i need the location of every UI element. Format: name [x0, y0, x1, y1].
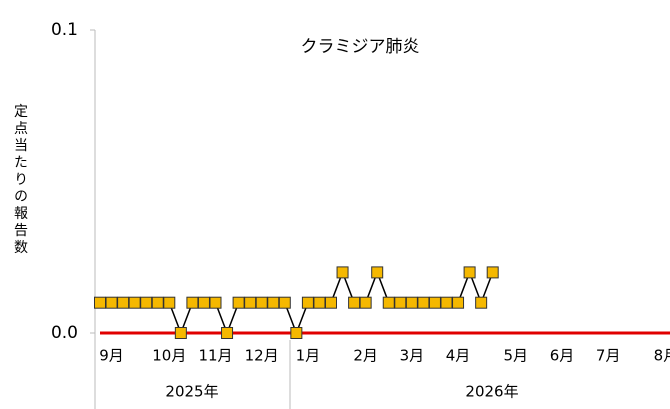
- point-marker: [278, 296, 291, 309]
- point-marker: [336, 266, 349, 279]
- point-marker: [209, 296, 222, 309]
- point-marker: [255, 296, 268, 309]
- point-marker: [440, 296, 453, 309]
- point-marker: [359, 296, 372, 309]
- point-marker: [452, 296, 465, 309]
- point-marker: [463, 266, 476, 279]
- y-tick-label: 0.1: [51, 20, 78, 40]
- point-marker: [348, 296, 361, 309]
- point-marker: [267, 296, 280, 309]
- x-tick-label: 4月: [446, 347, 471, 365]
- point-marker: [232, 296, 245, 309]
- point-marker: [197, 296, 210, 309]
- point-marker: [151, 296, 164, 309]
- point-marker: [128, 296, 141, 309]
- chart-title: クラミジア肺炎: [301, 37, 420, 57]
- point-marker: [382, 296, 395, 309]
- x-tick-label: 11月: [198, 347, 232, 365]
- x-tick-label: 1月: [296, 347, 321, 365]
- point-marker: [290, 327, 303, 339]
- point-marker: [174, 327, 187, 339]
- point-marker: [244, 296, 257, 309]
- point-marker: [140, 296, 153, 309]
- point-marker: [94, 296, 106, 309]
- point-marker: [221, 327, 234, 339]
- x-tick-label: 2月: [353, 347, 378, 365]
- point-marker: [405, 296, 418, 309]
- point-marker: [428, 296, 441, 309]
- point-marker: [301, 296, 314, 309]
- y-tick-label: 0.0: [51, 323, 78, 343]
- point-marker: [325, 296, 337, 309]
- point-marker: [475, 296, 488, 309]
- point-marker: [117, 296, 130, 309]
- point-marker: [394, 296, 407, 309]
- x-group-label: 2025年: [165, 383, 218, 401]
- x-tick-label: 3月: [400, 347, 425, 365]
- y-axis-label: 定点当たりの報告数: [12, 104, 28, 257]
- x-tick-label: 5月: [504, 347, 529, 365]
- point-marker: [186, 296, 199, 309]
- point-marker: [163, 296, 176, 309]
- x-tick-label: 10月: [152, 347, 186, 365]
- point-marker: [313, 296, 326, 309]
- x-group-label: 2026年: [465, 383, 518, 401]
- point-marker: [105, 296, 118, 309]
- x-tick-label: 8月: [654, 347, 670, 365]
- x-tick-label: 9月: [99, 347, 124, 365]
- point-marker: [417, 296, 430, 309]
- point-marker: [371, 266, 384, 279]
- x-tick-label: 6月: [550, 347, 575, 365]
- x-tick-label: 7月: [596, 347, 621, 365]
- x-tick-label: 12月: [245, 347, 279, 365]
- point-marker: [486, 266, 499, 279]
